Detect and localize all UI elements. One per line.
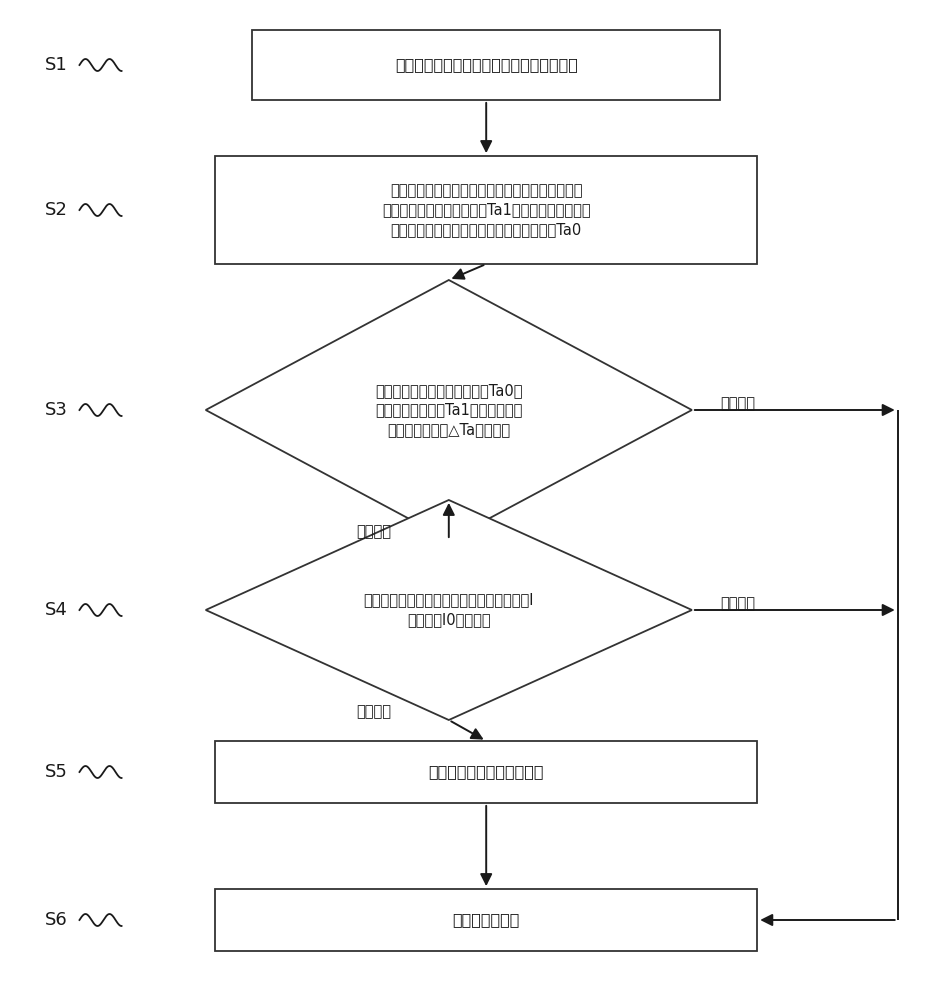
Text: S1: S1 — [45, 56, 67, 74]
Text: 空调器制热模式运行时接收到关机运行信号: 空调器制热模式运行时接收到关机运行信号 — [395, 57, 578, 73]
Text: 空调器切换到除霜模式运行: 空调器切换到除霜模式运行 — [428, 764, 544, 780]
Text: 获取空调器在制热模式运行时接收到关机运行信号
前一时刻的室内机出风温度Ta1，以及获取制热开机
运行后预设时间内室内机出风温度的最小值Ta0: 获取空调器在制热模式运行时接收到关机运行信号 前一时刻的室内机出风温度Ta1，以… — [381, 183, 591, 237]
Polygon shape — [206, 280, 692, 540]
Text: 判断室内机出风温度的最小值Ta0减
去室内机出风温度Ta1所得出的差值
和第一预设参数△Ta大小关系: 判断室内机出风温度的最小值Ta0减 去室内机出风温度Ta1所得出的差值 和第一预… — [375, 383, 523, 437]
Text: 第一条件: 第一条件 — [356, 524, 392, 540]
FancyBboxPatch shape — [252, 30, 720, 100]
Polygon shape — [206, 500, 692, 720]
FancyBboxPatch shape — [215, 156, 757, 264]
Text: S4: S4 — [45, 601, 67, 619]
Text: S2: S2 — [45, 201, 67, 219]
Text: S3: S3 — [45, 401, 67, 419]
Text: 控制空调器关机: 控制空调器关机 — [453, 912, 520, 928]
Text: 判断空调器收到停机信号前的室外环境温度I
和预设的I0大小关系: 判断空调器收到停机信号前的室外环境温度I 和预设的I0大小关系 — [364, 593, 534, 627]
Text: 第四条件: 第四条件 — [720, 596, 755, 611]
Text: 第二条件: 第二条件 — [720, 396, 755, 412]
FancyBboxPatch shape — [215, 889, 757, 951]
Text: S6: S6 — [45, 911, 67, 929]
Text: S5: S5 — [45, 763, 67, 781]
Text: 第三条件: 第三条件 — [356, 704, 392, 720]
FancyBboxPatch shape — [215, 741, 757, 803]
